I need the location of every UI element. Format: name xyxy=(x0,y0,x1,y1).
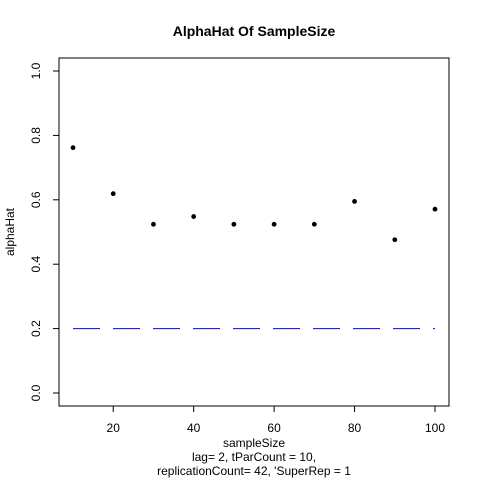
data-point xyxy=(231,222,236,227)
x-axis-label: sampleSize xyxy=(223,436,285,450)
data-point xyxy=(111,191,116,196)
data-point xyxy=(191,214,196,219)
scatter-series xyxy=(71,145,438,242)
x-tick-label: 40 xyxy=(187,421,201,435)
data-point xyxy=(352,199,357,204)
data-point xyxy=(433,207,438,212)
x-tick-label: 100 xyxy=(425,421,445,435)
x-tick-label: 20 xyxy=(107,421,121,435)
y-tick-label: 0.6 xyxy=(29,191,43,208)
subtitle-line-1: lag= 2, tParCount = 10, xyxy=(192,450,316,464)
x-tick-label: 80 xyxy=(348,421,362,435)
subtitle-line-2: replicationCount= 42, 'SuperRep = 1 xyxy=(157,464,351,478)
plot-frame xyxy=(59,58,449,406)
x-axis: 20 40 60 80 100 xyxy=(107,406,446,435)
data-point xyxy=(312,222,317,227)
data-point xyxy=(71,145,76,150)
y-tick-label: 0.0 xyxy=(29,384,43,401)
y-tick-label: 1.0 xyxy=(29,62,43,79)
x-tick-label: 60 xyxy=(267,421,281,435)
data-point xyxy=(272,222,277,227)
y-axis: 0.0 0.2 0.4 0.6 0.8 1.0 xyxy=(29,62,59,401)
y-tick-label: 0.4 xyxy=(29,256,43,273)
y-tick-label: 0.2 xyxy=(29,320,43,337)
data-point xyxy=(392,237,397,242)
chart-title: AlphaHat Of SampleSize xyxy=(173,23,336,39)
y-tick-label: 0.8 xyxy=(29,127,43,144)
data-point xyxy=(151,222,156,227)
y-axis-label: alphaHat xyxy=(3,207,17,256)
